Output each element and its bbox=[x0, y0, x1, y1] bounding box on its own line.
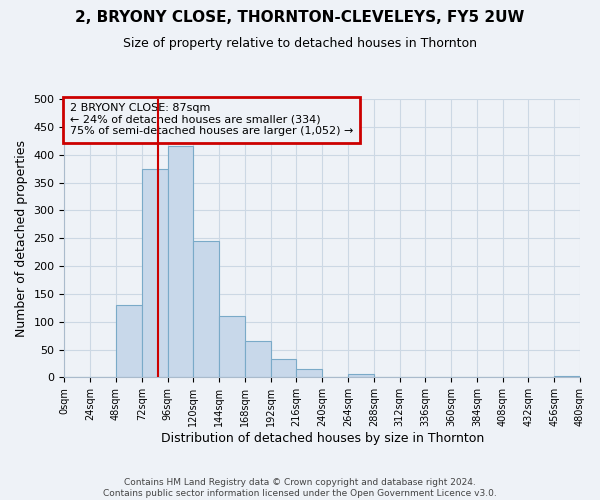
Y-axis label: Number of detached properties: Number of detached properties bbox=[15, 140, 28, 336]
Text: 2, BRYONY CLOSE, THORNTON-CLEVELEYS, FY5 2UW: 2, BRYONY CLOSE, THORNTON-CLEVELEYS, FY5… bbox=[76, 10, 524, 25]
Bar bbox=[245, 342, 271, 378]
Text: Size of property relative to detached houses in Thornton: Size of property relative to detached ho… bbox=[123, 38, 477, 51]
X-axis label: Distribution of detached houses by size in Thornton: Distribution of detached houses by size … bbox=[161, 432, 484, 445]
Bar bbox=[271, 359, 296, 378]
Bar bbox=[348, 374, 374, 378]
Text: 2 BRYONY CLOSE: 87sqm
← 24% of detached houses are smaller (334)
75% of semi-det: 2 BRYONY CLOSE: 87sqm ← 24% of detached … bbox=[70, 103, 353, 136]
Bar bbox=[219, 316, 245, 378]
Bar bbox=[296, 368, 322, 378]
Bar bbox=[554, 376, 580, 378]
Bar bbox=[116, 305, 142, 378]
Bar bbox=[167, 146, 193, 378]
Bar bbox=[193, 241, 219, 378]
Text: Contains HM Land Registry data © Crown copyright and database right 2024.
Contai: Contains HM Land Registry data © Crown c… bbox=[103, 478, 497, 498]
Bar bbox=[142, 168, 167, 378]
